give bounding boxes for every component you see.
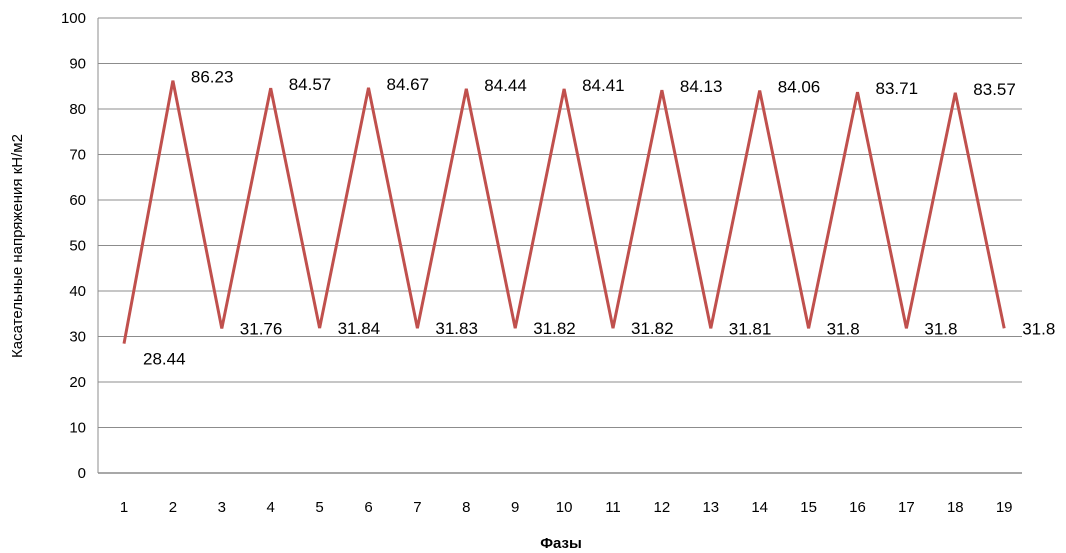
y-tick-label: 0: [78, 465, 86, 482]
data-label: 84.41: [582, 76, 625, 95]
x-tick-labels: 1 2 3 4 5 6 7 8 9 10 11 12 13 14 15 16 17 18 19: [120, 499, 1013, 516]
x-tick-label: 2: [169, 499, 177, 516]
x-axis-title: Фазы: [540, 535, 582, 552]
data-label: 31.8: [924, 319, 957, 338]
data-label: 84.13: [680, 77, 723, 96]
y-tick-label: 90: [69, 56, 86, 73]
data-label: 31.84: [338, 319, 381, 338]
data-label: 84.06: [778, 78, 821, 97]
data-label: 84.67: [387, 75, 430, 94]
data-label: 84.44: [484, 76, 527, 95]
x-tick-label: 9: [511, 499, 519, 516]
y-tick-label: 30: [69, 329, 86, 346]
y-tick-label: 70: [69, 147, 86, 164]
y-tick-label: 40: [69, 283, 86, 300]
x-tick-label: 17: [898, 499, 915, 516]
y-tick-labels: 0 10 20 30 40 50 60 70 80 90 100: [61, 10, 86, 482]
data-label: 31.83: [435, 319, 478, 338]
x-tick-label: 13: [702, 499, 719, 516]
data-label: 83.57: [973, 80, 1016, 99]
x-tick-label: 18: [947, 499, 964, 516]
data-label: 31.8: [1022, 319, 1055, 338]
x-tick-label: 6: [364, 499, 372, 516]
x-tick-label: 5: [315, 499, 323, 516]
x-tick-label: 8: [462, 499, 470, 516]
y-tick-label: 20: [69, 374, 86, 391]
y-tick-label: 100: [61, 10, 86, 27]
y-tick-label: 50: [69, 238, 86, 255]
y-tick-label: 60: [69, 192, 86, 209]
series-line: [122, 80, 1006, 344]
data-label: 83.71: [876, 79, 919, 98]
data-label: 31.82: [533, 319, 576, 338]
x-tick-label: 14: [751, 499, 768, 516]
y-tick-label: 80: [69, 101, 86, 118]
data-label: 31.82: [631, 319, 674, 338]
x-tick-label: 3: [218, 499, 226, 516]
x-tick-label: 7: [413, 499, 421, 516]
data-label: 86.23: [191, 68, 234, 87]
x-tick-label: 1: [120, 499, 128, 516]
y-tick-label: 10: [69, 420, 86, 437]
data-label: 31.8: [827, 319, 860, 338]
x-tick-label: 16: [849, 499, 866, 516]
data-labels: 28.44 86.23 31.76 84.57 31.84 84.67 31.83 84.44…: [143, 68, 1055, 369]
data-label: 84.57: [289, 75, 332, 94]
x-tick-label: 4: [267, 499, 275, 516]
y-axis-title: Касательные напряжения кН/м2: [9, 134, 26, 358]
data-label: 28.44: [143, 350, 186, 369]
x-tick-label: 15: [800, 499, 817, 516]
data-label: 31.81: [729, 319, 772, 338]
x-tick-label: 10: [556, 499, 573, 516]
data-label: 31.76: [240, 319, 283, 338]
x-tick-label: 19: [996, 499, 1013, 516]
x-tick-label: 12: [654, 499, 671, 516]
x-tick-label: 11: [605, 499, 621, 516]
